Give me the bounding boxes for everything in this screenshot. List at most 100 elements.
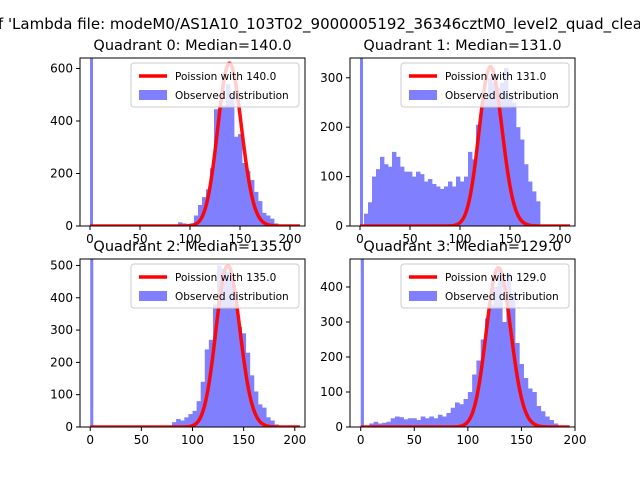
histogram-bar	[233, 304, 238, 427]
histogram-bar	[463, 399, 469, 427]
legend-bar-label: Observed distribution	[445, 90, 559, 102]
histogram-bar	[198, 205, 203, 226]
histogram-bar	[90, 58, 93, 226]
histogram-bar	[460, 181, 465, 226]
histogram-bar	[455, 402, 460, 427]
y-tick-label: 0	[65, 420, 73, 434]
histogram-bar	[229, 278, 234, 427]
histogram-bar	[262, 407, 267, 427]
histogram-bar	[524, 164, 529, 226]
y-tick-label: 200	[320, 120, 343, 134]
x-tick-label: 100	[181, 433, 204, 447]
legend-line-label: Poission with 135.0	[175, 272, 276, 284]
histogram-bar	[508, 97, 513, 226]
histogram-bar	[446, 413, 452, 427]
histogram-bar	[176, 418, 181, 427]
x-tick-label: 50	[132, 232, 147, 246]
histogram-bar	[90, 259, 94, 427]
y-tick-label: 500	[50, 258, 73, 272]
y-tick-label: 200	[50, 167, 73, 181]
histogram-bar	[464, 176, 469, 226]
x-tick-label: 0	[86, 232, 94, 246]
histogram-bar	[480, 339, 486, 427]
y-tick-label: 0	[65, 219, 73, 233]
y-tick-label: 300	[320, 315, 343, 329]
legend-box	[400, 263, 570, 309]
axes-frame	[79, 57, 306, 227]
histogram-bar	[444, 186, 449, 226]
histogram-bar	[222, 105, 227, 226]
x-tick-label: 200	[283, 433, 306, 447]
histogram-bar	[178, 222, 183, 226]
legend: Poission with 131.0 Observed distribution	[400, 62, 570, 108]
x-tick-label: 150	[510, 433, 533, 447]
panel-title: Quadrant 0: Median=140.0	[93, 38, 291, 54]
histogram-bar	[436, 186, 441, 226]
legend-bar-swatch	[139, 90, 167, 100]
histogram-bar	[192, 410, 197, 427]
histogram-bar	[416, 171, 421, 226]
y-tick-label: 200	[320, 350, 343, 364]
histogram-bar	[400, 166, 405, 226]
legend-box	[130, 263, 300, 309]
legend: Poission with 129.0 Observed distribution	[400, 263, 570, 309]
histogram-bar	[270, 218, 275, 226]
histogram-bar	[536, 201, 541, 226]
histogram-bar	[382, 422, 387, 427]
histogram-bar	[532, 191, 537, 226]
histogram-bar	[416, 420, 422, 427]
histogram-bar	[226, 84, 231, 226]
histogram-bar	[407, 418, 413, 427]
histogram-bar	[456, 176, 461, 226]
x-tick-label: 100	[456, 433, 479, 447]
histogram-bar	[512, 102, 517, 226]
axes-frame	[349, 258, 576, 428]
histogram-bar	[270, 420, 275, 427]
histogram-bar	[420, 174, 425, 226]
y-tick-label: 300	[50, 323, 73, 337]
histogram-bar	[412, 418, 417, 427]
histogram-bar	[504, 67, 509, 226]
legend-bar-swatch	[409, 291, 437, 301]
histogram-bar	[234, 136, 239, 226]
histogram-bar	[237, 326, 242, 427]
histogram-bar	[214, 109, 219, 226]
histogram-bar	[221, 268, 226, 427]
histogram-bar	[432, 184, 437, 226]
panel-title: Quadrant 1: Median=131.0	[363, 38, 561, 54]
histogram-bar	[520, 139, 525, 226]
histogram-bar	[172, 422, 177, 427]
legend-bar-swatch	[409, 90, 437, 100]
x-tick-label: 150	[499, 232, 522, 246]
histogram-bar	[180, 420, 185, 427]
histogram-bar	[440, 188, 445, 226]
legend-bar-label: Observed distribution	[175, 90, 289, 102]
histogram-bar	[376, 169, 381, 226]
histogram-bar	[241, 333, 247, 427]
y-tick-label: 100	[320, 385, 343, 399]
histogram-bar	[396, 156, 401, 226]
y-tick-label: 0	[335, 420, 343, 434]
histogram-bar	[372, 176, 377, 226]
chart-panel-2: 0 50 100 150 200 0 100 200 300 400 500 Quadrant 2: …	[50, 239, 306, 447]
histogram-bar	[210, 168, 215, 226]
histogram-bar	[368, 202, 373, 226]
legend-bar-label: Observed distribution	[175, 291, 289, 303]
histogram-bar	[217, 265, 222, 427]
y-tick-label: 400	[320, 280, 343, 294]
histogram-bar	[403, 419, 409, 427]
histogram-bar	[450, 407, 456, 427]
histogram-bar	[448, 181, 453, 226]
legend-bar-swatch	[139, 291, 167, 301]
histogram-bar	[429, 416, 434, 427]
histogram-bar	[500, 82, 505, 226]
histogram-bar	[472, 159, 477, 226]
histogram-bar	[424, 181, 429, 226]
y-tick-label: 200	[50, 355, 73, 369]
histogram-bar	[388, 166, 393, 226]
histogram-bar	[373, 421, 379, 427]
histogram-bar	[194, 215, 199, 226]
x-tick-label: 150	[232, 433, 255, 447]
histogram-bar	[266, 417, 271, 427]
